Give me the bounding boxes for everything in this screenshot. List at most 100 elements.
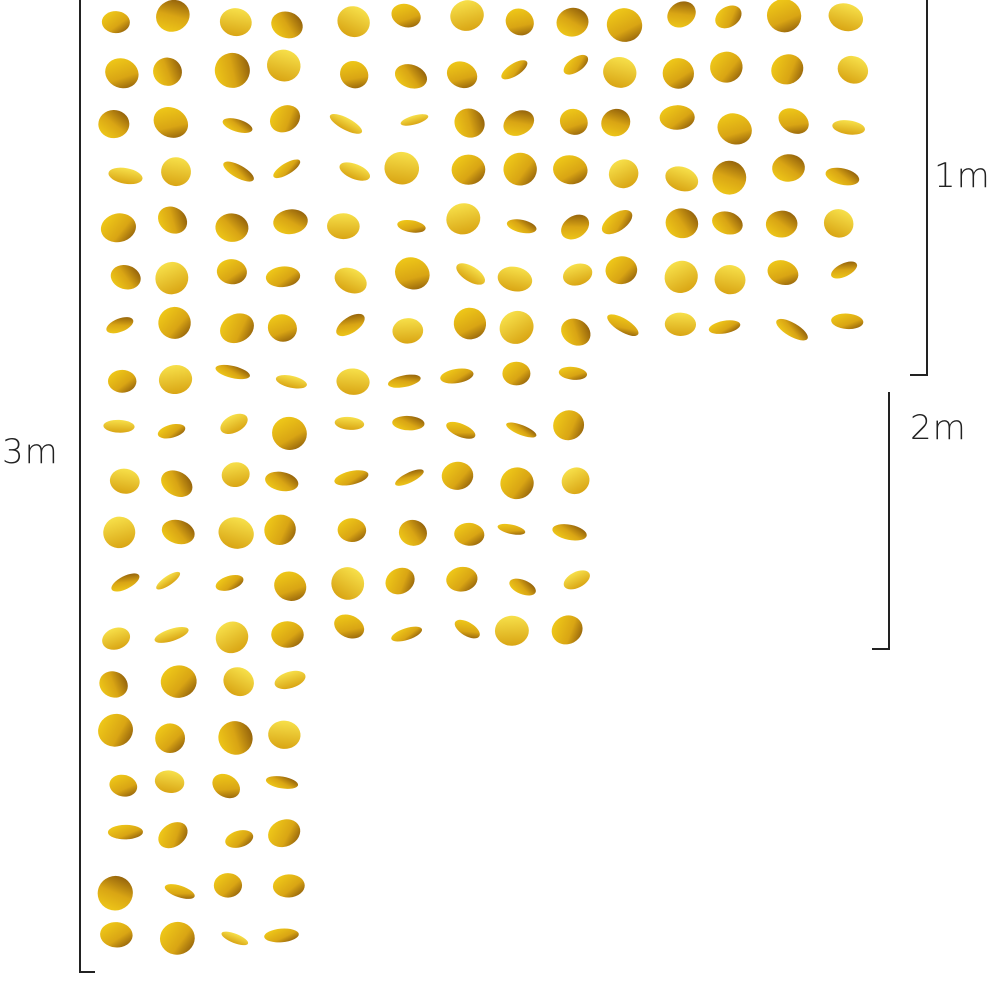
sequin: [503, 110, 535, 136]
sequin: [97, 875, 133, 911]
sequin: [607, 314, 639, 337]
sequin: [440, 368, 474, 384]
sequin: [223, 161, 254, 182]
sequin: [273, 209, 308, 235]
sequin: [778, 108, 809, 134]
sequin: [272, 416, 307, 450]
sequin: [153, 107, 189, 138]
sequin: [767, 260, 799, 286]
sequin: [159, 921, 195, 955]
sequin: [220, 313, 254, 344]
sequin: [394, 257, 430, 290]
sequin: [156, 0, 190, 32]
sequin: [99, 671, 128, 698]
sequin: [712, 211, 743, 235]
sequin: [103, 516, 136, 549]
sequin: [662, 58, 695, 89]
sequin: [273, 159, 301, 179]
sequin: [556, 7, 589, 37]
sequin: [155, 261, 189, 295]
bracket-2m-foot: [872, 648, 890, 650]
sequin: [158, 364, 193, 395]
sequin: [664, 260, 698, 294]
sequin: [391, 626, 423, 642]
sequin: [772, 154, 805, 182]
sequin: [398, 519, 427, 546]
sequin: [274, 571, 307, 601]
sequin: [659, 105, 695, 130]
sequin: [714, 265, 746, 295]
sequin: [837, 55, 869, 84]
sequin: [562, 263, 593, 286]
sequin: [214, 52, 250, 88]
sequin: [161, 470, 193, 497]
sequin: [267, 314, 297, 342]
sequin: [710, 51, 743, 83]
sequin: [271, 11, 303, 39]
sequin: [553, 410, 585, 441]
sequin: [446, 566, 478, 592]
sequin: [264, 514, 296, 545]
sequin: [337, 518, 367, 543]
sequin: [825, 167, 860, 186]
sequin: [215, 575, 244, 591]
sequin: [561, 467, 590, 495]
sequin: [216, 259, 247, 285]
sequin: [107, 824, 143, 840]
sequin: [160, 665, 197, 698]
label-1m: 1m: [934, 156, 991, 196]
sequin: [506, 219, 537, 234]
sequin: [108, 369, 137, 393]
sequin: [101, 11, 130, 34]
sequin: [331, 567, 365, 600]
sequin: [265, 776, 299, 789]
sequin: [265, 471, 299, 492]
sequin: [601, 210, 633, 235]
bracket-1m-foot: [910, 374, 928, 376]
sequin: [98, 713, 133, 747]
sequin: [823, 209, 854, 238]
sequin: [154, 627, 189, 643]
sequin: [100, 213, 136, 243]
bracket-3m: [79, 0, 81, 973]
sequin: [776, 318, 808, 341]
sequin: [499, 310, 534, 344]
sequin: [454, 522, 485, 546]
sequin: [106, 317, 134, 334]
sequin: [392, 415, 425, 431]
sequin: [157, 206, 188, 234]
sequin: [271, 621, 304, 648]
sequin: [336, 368, 370, 395]
sequin: [553, 155, 588, 185]
sequin: [219, 8, 252, 37]
sequin: [156, 571, 181, 590]
sequin: [561, 214, 590, 240]
sequin: [712, 160, 747, 195]
sequin: [605, 256, 638, 285]
sequin: [563, 54, 589, 75]
sequin: [509, 578, 536, 596]
sequin: [221, 931, 249, 946]
sequin: [329, 113, 363, 134]
sequin: [446, 421, 476, 439]
sequin: [603, 56, 637, 88]
sequin: [264, 928, 299, 943]
sequin: [828, 3, 864, 32]
sequin: [552, 524, 587, 541]
sequin: [446, 61, 478, 89]
sequin: [503, 152, 537, 186]
sequin: [340, 60, 369, 89]
sequin: [831, 313, 864, 330]
sequin: [272, 874, 305, 898]
sequin: [275, 375, 307, 389]
sequin: [334, 267, 367, 294]
sequin: [110, 264, 141, 290]
sequin: [400, 114, 429, 126]
sequin: [765, 210, 798, 238]
sequin: [98, 109, 130, 139]
sequin: [665, 166, 699, 192]
sequin: [225, 830, 254, 848]
sequin: [766, 0, 802, 33]
sequin: [103, 419, 135, 433]
